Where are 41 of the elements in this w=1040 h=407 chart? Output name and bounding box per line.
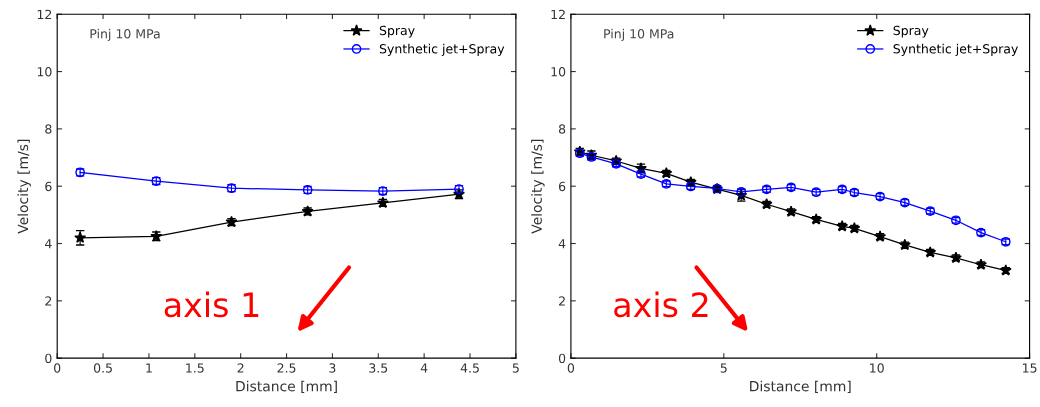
x-tick-label: 4.5	[460, 363, 479, 373]
y-tick-label: 4	[45, 239, 52, 249]
y-tick-label: 10	[37, 67, 52, 77]
x-axis-title: Distance [mm]	[236, 380, 337, 394]
x-axis-title: Distance [mm]	[750, 380, 851, 394]
y-tick-label: 12	[551, 9, 565, 19]
x-tick-label: 2	[237, 363, 244, 373]
y-tick-label: 0	[558, 353, 566, 364]
y-tick-label: 12	[37, 9, 52, 19]
legend-label: Synthetic jet+Spray	[379, 43, 505, 56]
x-tick-label: 10	[870, 363, 884, 373]
x-tick-label: 0	[54, 363, 61, 373]
x-tick-label: 1	[146, 363, 152, 373]
y-axis-title: Velocity [m/s]	[17, 139, 31, 234]
x-tick-label: 0.5	[93, 363, 112, 373]
y-tick-label: 2	[45, 296, 52, 306]
y-tick-label: 8	[45, 124, 52, 134]
x-tick-label: 1.5	[186, 363, 204, 373]
x-tick-label: 5	[720, 363, 727, 373]
y-tick-label: 8	[558, 124, 566, 134]
y-tick-label: 2	[559, 296, 565, 306]
y-tick-label: 6	[45, 181, 52, 192]
y-tick-label: 0	[45, 353, 52, 364]
x-tick-label: 5	[512, 363, 519, 373]
x-tick-label: 4	[420, 363, 428, 373]
y-tick-label: 6	[558, 181, 566, 192]
x-tick-label: 15	[1023, 363, 1037, 373]
x-tick-label: 0	[567, 363, 575, 373]
legend-label: Spray	[379, 25, 415, 38]
y-tick-label: 4	[558, 239, 566, 249]
y-axis-title: Velocity [m/s]	[531, 139, 545, 234]
x-tick-label: 3	[329, 363, 336, 373]
x-tick-label: 3.5	[369, 363, 388, 373]
annotation: axis 1	[164, 291, 259, 318]
annotation: Pinj 10 MPa	[90, 28, 160, 41]
x-tick-label: 2.5	[277, 363, 296, 373]
legend-label: Synthetic jet+Spray	[893, 43, 1018, 56]
y-tick-label: 10	[551, 67, 566, 77]
annotation: Pinj 10 MPa	[604, 28, 674, 41]
legend-label: Spray	[893, 25, 929, 38]
annotation: axis 2	[614, 291, 708, 318]
